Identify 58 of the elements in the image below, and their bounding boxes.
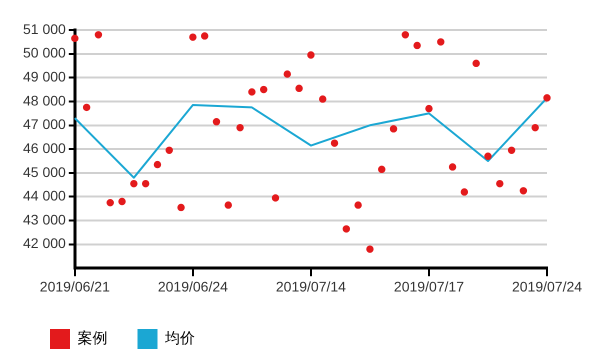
point: [330, 139, 338, 147]
point: [189, 33, 197, 41]
x-tick-label: 2019/07/14: [276, 278, 346, 294]
x-tick-label: 2019/07/17: [394, 278, 464, 294]
y-tick-label: 48 000: [22, 92, 66, 108]
point: [71, 34, 79, 42]
point: [166, 146, 173, 154]
point: [354, 201, 362, 209]
point: [378, 166, 386, 174]
point: [212, 118, 220, 126]
point: [177, 204, 185, 212]
point: [236, 124, 244, 132]
point: [94, 31, 102, 38]
y-tick-label: 46 000: [22, 140, 66, 156]
point: [484, 152, 492, 160]
y-tick-label: 43 000: [22, 211, 66, 228]
x-tick-label: 2019/07/24: [512, 278, 582, 294]
point: [425, 104, 433, 112]
point: [82, 104, 90, 112]
point: [200, 32, 208, 40]
point: [472, 60, 480, 68]
point: [448, 163, 456, 171]
point: [307, 51, 315, 59]
point: [460, 188, 468, 196]
y-tick-label: 45 000: [22, 164, 66, 180]
point: [142, 180, 150, 188]
point: [437, 38, 444, 46]
point: [154, 160, 162, 168]
point: [543, 94, 551, 102]
point: [118, 198, 126, 206]
y-tick-label: 47 000: [22, 116, 66, 132]
point: [260, 86, 268, 94]
y-tick-label: 50 000: [22, 44, 66, 61]
legend-label: 均价: [164, 328, 195, 347]
point: [224, 201, 232, 209]
point: [531, 124, 539, 132]
point: [496, 180, 504, 188]
point: [413, 42, 421, 50]
point: [106, 198, 114, 206]
point: [130, 180, 138, 188]
legend-label: 案例: [78, 328, 108, 347]
point: [402, 31, 410, 38]
x-tick-label: 2019/06/21: [40, 278, 110, 294]
point: [520, 187, 528, 194]
point: [366, 245, 374, 253]
point: [508, 146, 516, 154]
point: [319, 95, 326, 103]
y-tick-label: 44 000: [22, 188, 66, 204]
y-tick-label: 51 000: [22, 20, 66, 37]
point: [342, 225, 350, 233]
y-tick-label: 49 000: [22, 68, 66, 84]
point: [248, 88, 256, 96]
point: [295, 84, 303, 92]
x-tick-label: 2019/06/24: [158, 278, 228, 294]
point: [284, 70, 291, 78]
y-tick-label: 42 000: [22, 235, 66, 252]
point: [272, 194, 280, 202]
point: [390, 125, 398, 133]
